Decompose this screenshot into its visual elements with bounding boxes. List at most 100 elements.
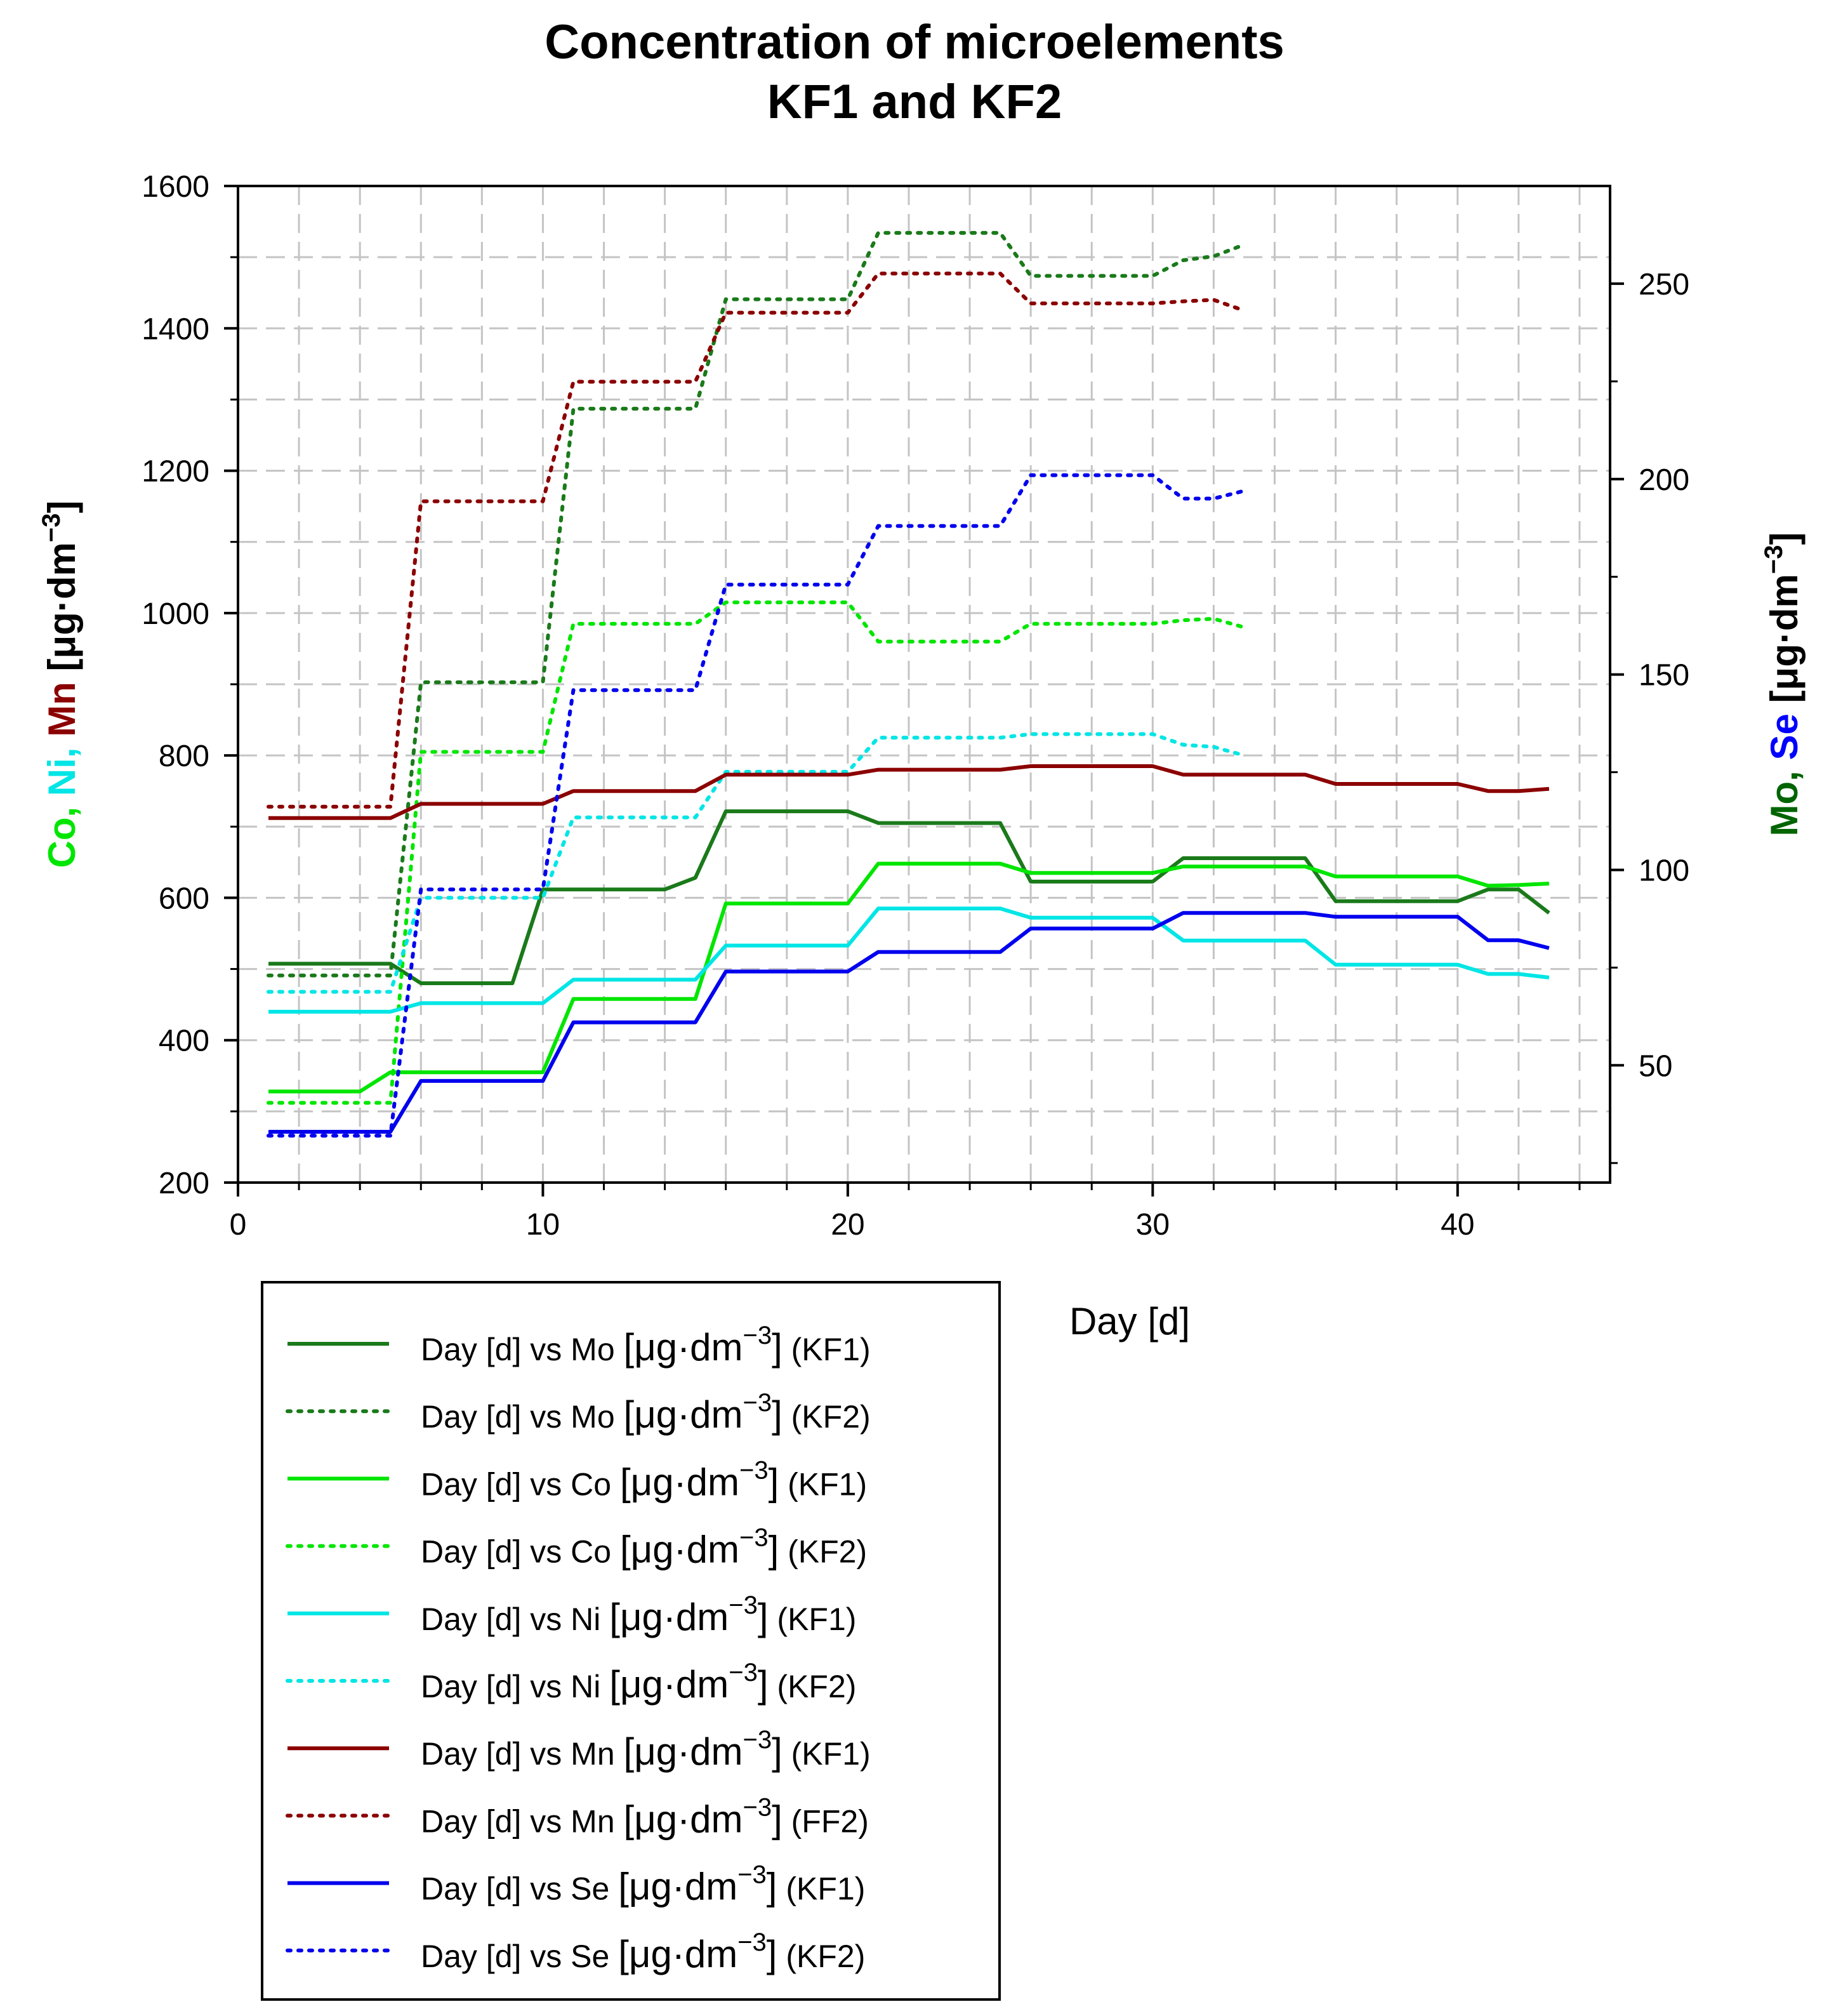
right-y-tick-label: 150 [1639, 659, 1689, 693]
left-y-tick-label: 800 [159, 739, 209, 773]
y-axis-title-part: ] [41, 501, 83, 514]
legend-unit: [μg·dm [609, 1596, 729, 1638]
y-axis-title-part: −3 [1760, 545, 1788, 574]
y-axis-title-part: −3 [37, 514, 65, 543]
legend-entry-label: Day [d] vs Co [μg·dm−3] (KF2) [421, 1524, 867, 1571]
y-axis-title-part: Mn [41, 671, 83, 736]
x-tick-label: 40 [1441, 1208, 1474, 1242]
legend-unit-exponent: −3 [743, 1793, 772, 1821]
x-tick-label: 10 [526, 1208, 560, 1242]
legend-suffix: (KF2) [779, 1534, 867, 1570]
left-y-axis-title: Co, Ni, Mn [μg·dm−3] [37, 501, 83, 868]
legend-unit-close: ] [758, 1663, 769, 1706]
right-y-tick-label: 250 [1639, 268, 1689, 302]
legend-box [261, 1281, 1001, 2001]
series-line-mo-kf2 [267, 230, 1246, 978]
left-y-tick-label: 1400 [142, 312, 209, 346]
legend-entry-label: Day [d] vs Ni [μg·dm−3] (KF2) [421, 1659, 856, 1706]
series-line-ni-kf2 [267, 732, 1246, 994]
legend-unit: [μg·dm [620, 1529, 739, 1571]
y-axis-title-part: Ni, [41, 737, 83, 796]
left-y-tick-label: 400 [159, 1025, 209, 1058]
legend-unit: [μg·dm [620, 1461, 739, 1503]
legend-unit-exponent: −3 [743, 1726, 772, 1754]
legend-unit-close: ] [767, 1866, 777, 1908]
chart-title-line-1: Concentration of microelements [545, 15, 1284, 69]
legend-suffix: (FF2) [782, 1803, 869, 1839]
series-line-se-kf1 [268, 911, 1550, 1134]
legend-unit-close: ] [772, 1326, 782, 1369]
y-axis-title-part: [μg·dm [1763, 574, 1806, 703]
series-line-mo-kf1 [268, 809, 1550, 985]
legend-unit-exponent: −3 [739, 1524, 769, 1552]
legend-unit-exponent: −3 [739, 1456, 769, 1484]
legend-unit: [μg·dm [624, 1798, 743, 1840]
legend-suffix: (KF1) [782, 1332, 871, 1367]
left-y-tick-label: 1600 [142, 170, 209, 204]
legend-suffix: (KF1) [777, 1871, 865, 1907]
legend-unit-close: ] [772, 1730, 782, 1773]
grid-lines [238, 186, 1610, 1183]
legend-unit: [μg·dm [624, 1730, 743, 1773]
legend-unit: [μg·dm [624, 1393, 743, 1436]
legend-prefix: Day [d] vs Mo [421, 1399, 624, 1435]
y-axis-title-part: Co, [41, 796, 83, 868]
series-line-co-kf1 [268, 861, 1550, 1094]
legend-prefix: Day [d] vs Ni [421, 1602, 609, 1637]
legend-prefix: Day [d] vs Ni [421, 1669, 609, 1704]
series-line-mn-ff2 [267, 271, 1246, 809]
y-axis-title-part: ] [1763, 533, 1806, 545]
right-y-tick-label: 200 [1639, 463, 1689, 497]
series-line-mn-kf1 [268, 764, 1550, 820]
right-y-axis-title: Mo, Se [μg·dm−3] [1760, 533, 1806, 837]
legend-unit: [μg·dm [624, 1326, 743, 1369]
legend-suffix: (KF1) [769, 1602, 857, 1637]
legend-entry-label: Day [d] vs Mo [μg·dm−3] (KF2) [421, 1389, 871, 1436]
legend-prefix: Day [d] vs Co [421, 1534, 620, 1570]
legend-prefix: Day [d] vs Se [421, 1939, 618, 1974]
series-line-co-kf2 [267, 600, 1246, 1105]
left-y-tick-label: 200 [159, 1167, 209, 1200]
legend-suffix: (KF1) [779, 1466, 867, 1502]
legend-unit-close: ] [772, 1393, 782, 1436]
series-line-ni-kf1 [268, 906, 1550, 1014]
x-tick-label: 30 [1136, 1208, 1170, 1242]
right-y-tick-label: 50 [1639, 1049, 1672, 1083]
left-y-tick-label: 600 [159, 882, 209, 915]
legend-unit-exponent: −3 [729, 1659, 758, 1687]
left-y-tick-label: 1000 [142, 597, 209, 631]
legend-unit-close: ] [769, 1461, 779, 1503]
axes-group: 0 10 20 30 40 200 400 600 800 1000 1200 1400 1600 50 1… [142, 170, 1689, 1242]
legend-unit-close: ] [769, 1529, 779, 1571]
y-axis-title-part: [μg·dm [41, 542, 83, 671]
series-line-se-kf2 [267, 473, 1246, 1138]
x-axis-title: Day [d] [1069, 1300, 1190, 1343]
legend-suffix: (KF1) [782, 1736, 871, 1772]
legend-unit-exponent: −3 [743, 1322, 772, 1350]
legend-prefix: Day [d] vs Mn [421, 1803, 624, 1839]
chart-title-line-2: KF1 and KF2 [767, 75, 1062, 129]
legend-prefix: Day [d] vs Co [421, 1466, 620, 1502]
legend-suffix: (KF2) [782, 1399, 871, 1435]
legend-unit-close: ] [767, 1933, 777, 1975]
legend-unit-exponent: −3 [743, 1389, 772, 1417]
legend-entry-label: Day [d] vs Mn [μg·dm−3] (KF1) [421, 1726, 871, 1773]
legend-unit: [μg·dm [618, 1933, 737, 1975]
legend-unit: [μg·dm [609, 1663, 729, 1706]
legend-prefix: Day [d] vs Mo [421, 1332, 624, 1367]
legend-unit-exponent: −3 [729, 1591, 758, 1619]
legend-entry-label: Day [d] vs Se [μg·dm−3] (KF1) [421, 1861, 865, 1908]
legend-unit-exponent: −3 [737, 1861, 767, 1889]
x-tick-label: 20 [831, 1208, 864, 1242]
legend-entry-label: Day [d] vs Ni [μg·dm−3] (KF1) [421, 1591, 856, 1638]
legend-unit-close: ] [772, 1798, 782, 1840]
legend-suffix: (KF2) [769, 1669, 857, 1704]
y-axis-title-part: Se [1763, 703, 1806, 760]
legend-entry-label: Day [d] vs Mo [μg·dm−3] (KF1) [421, 1322, 871, 1369]
legend-suffix: (KF2) [777, 1939, 865, 1974]
legend-prefix: Day [d] vs Se [421, 1871, 618, 1907]
legend: Day [d] vs Mo [μg·dm−3] (KF1)Day [d] vs … [261, 1281, 1001, 2001]
legend-unit-close: ] [758, 1596, 769, 1638]
